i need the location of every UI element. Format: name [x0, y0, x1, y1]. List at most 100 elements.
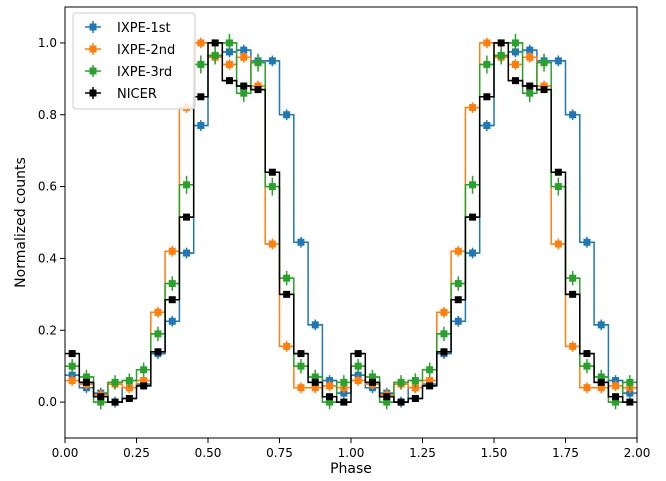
- data-point: [440, 348, 448, 356]
- data-point: [283, 274, 291, 282]
- data-point: [583, 350, 591, 358]
- data-point: [526, 46, 534, 54]
- data-point: [225, 77, 233, 85]
- data-point: [597, 373, 605, 381]
- data-point: [554, 57, 562, 65]
- legend-item: IXPE-1st: [85, 21, 171, 36]
- data-point: [268, 183, 276, 191]
- data-point: [311, 373, 319, 381]
- data-point: [254, 82, 262, 90]
- data-point: [168, 296, 176, 304]
- data-point: [168, 280, 176, 288]
- data-point: [268, 240, 276, 248]
- data-point: [326, 393, 334, 401]
- data-point: [111, 398, 119, 406]
- x-tick-label: 1.00: [338, 446, 365, 460]
- x-tick-label: 1.25: [409, 446, 436, 460]
- data-point: [297, 350, 305, 358]
- data-point: [526, 82, 534, 90]
- data-point: [569, 111, 577, 119]
- data-point: [283, 290, 291, 298]
- x-tick-label: 0.00: [52, 446, 79, 460]
- data-point: [597, 378, 605, 386]
- data-point: [225, 39, 233, 47]
- data-point: [125, 394, 133, 402]
- data-point: [440, 308, 448, 316]
- data-point: [511, 60, 519, 68]
- data-point: [154, 348, 162, 356]
- data-point: [440, 330, 448, 338]
- data-point: [469, 181, 477, 189]
- data-point: [583, 384, 591, 392]
- data-point: [626, 398, 634, 406]
- data-point: [554, 183, 562, 191]
- data-point: [511, 77, 519, 85]
- data-point: [211, 39, 219, 47]
- data-point: [140, 377, 148, 385]
- ticks-layer: 0.00 0.25 0.50 0.75 1.00 1.25 1.50 1.75 2.00 0.0 0…: [38, 36, 650, 460]
- x-tick-label: 2.00: [624, 446, 651, 460]
- data-point: [383, 393, 391, 401]
- data-point: [368, 373, 376, 381]
- legend-marker: [89, 23, 97, 31]
- data-point: [497, 39, 505, 47]
- legend-item: IXPE-3rd: [85, 65, 172, 80]
- data-point: [426, 366, 434, 374]
- data-point: [597, 321, 605, 329]
- data-point: [483, 39, 491, 47]
- data-point: [254, 86, 262, 94]
- data-point: [540, 59, 548, 67]
- legend: IXPE-1st IXPE-2nd IXPE-3rd NICER: [72, 12, 196, 110]
- data-point: [82, 373, 90, 381]
- data-point: [240, 82, 248, 90]
- data-point: [183, 181, 191, 189]
- data-point: [154, 330, 162, 338]
- data-point: [97, 398, 105, 406]
- data-point: [426, 382, 434, 390]
- x-tick-label: 0.75: [266, 446, 293, 460]
- data-point: [554, 168, 562, 176]
- data-point: [411, 377, 419, 385]
- series-layer: [65, 33, 637, 410]
- data-point: [197, 93, 205, 101]
- data-point: [240, 89, 248, 97]
- data-point: [354, 377, 362, 385]
- data-point: [454, 317, 462, 325]
- data-point: [469, 104, 477, 112]
- data-point: [326, 382, 334, 390]
- data-point: [340, 398, 348, 406]
- data-point: [540, 86, 548, 94]
- data-point: [183, 213, 191, 221]
- data-point: [82, 378, 90, 386]
- legend-box: [72, 12, 196, 110]
- data-point: [297, 362, 305, 370]
- data-point: [383, 398, 391, 406]
- data-point: [240, 46, 248, 54]
- series-nicer: [65, 39, 637, 406]
- data-point: [454, 280, 462, 288]
- series-ixpe-3rd: [65, 33, 637, 410]
- x-tick-label: 0.25: [123, 446, 150, 460]
- data-point: [168, 317, 176, 325]
- data-point: [197, 39, 205, 47]
- data-point: [311, 378, 319, 386]
- data-point: [483, 122, 491, 130]
- data-point: [183, 249, 191, 257]
- data-point: [311, 384, 319, 392]
- data-point: [168, 247, 176, 255]
- data-point: [583, 238, 591, 246]
- data-point: [569, 274, 577, 282]
- data-point: [297, 384, 305, 392]
- legend-label: NICER: [117, 87, 157, 102]
- data-point: [469, 249, 477, 257]
- y-tick-label: 0.0: [38, 395, 57, 409]
- y-tick-label: 0.4: [38, 251, 57, 265]
- data-point: [125, 377, 133, 385]
- data-point: [411, 394, 419, 402]
- data-point: [454, 247, 462, 255]
- data-point: [268, 57, 276, 65]
- y-tick-label: 1.0: [38, 36, 57, 50]
- data-point: [140, 366, 148, 374]
- data-point: [68, 377, 76, 385]
